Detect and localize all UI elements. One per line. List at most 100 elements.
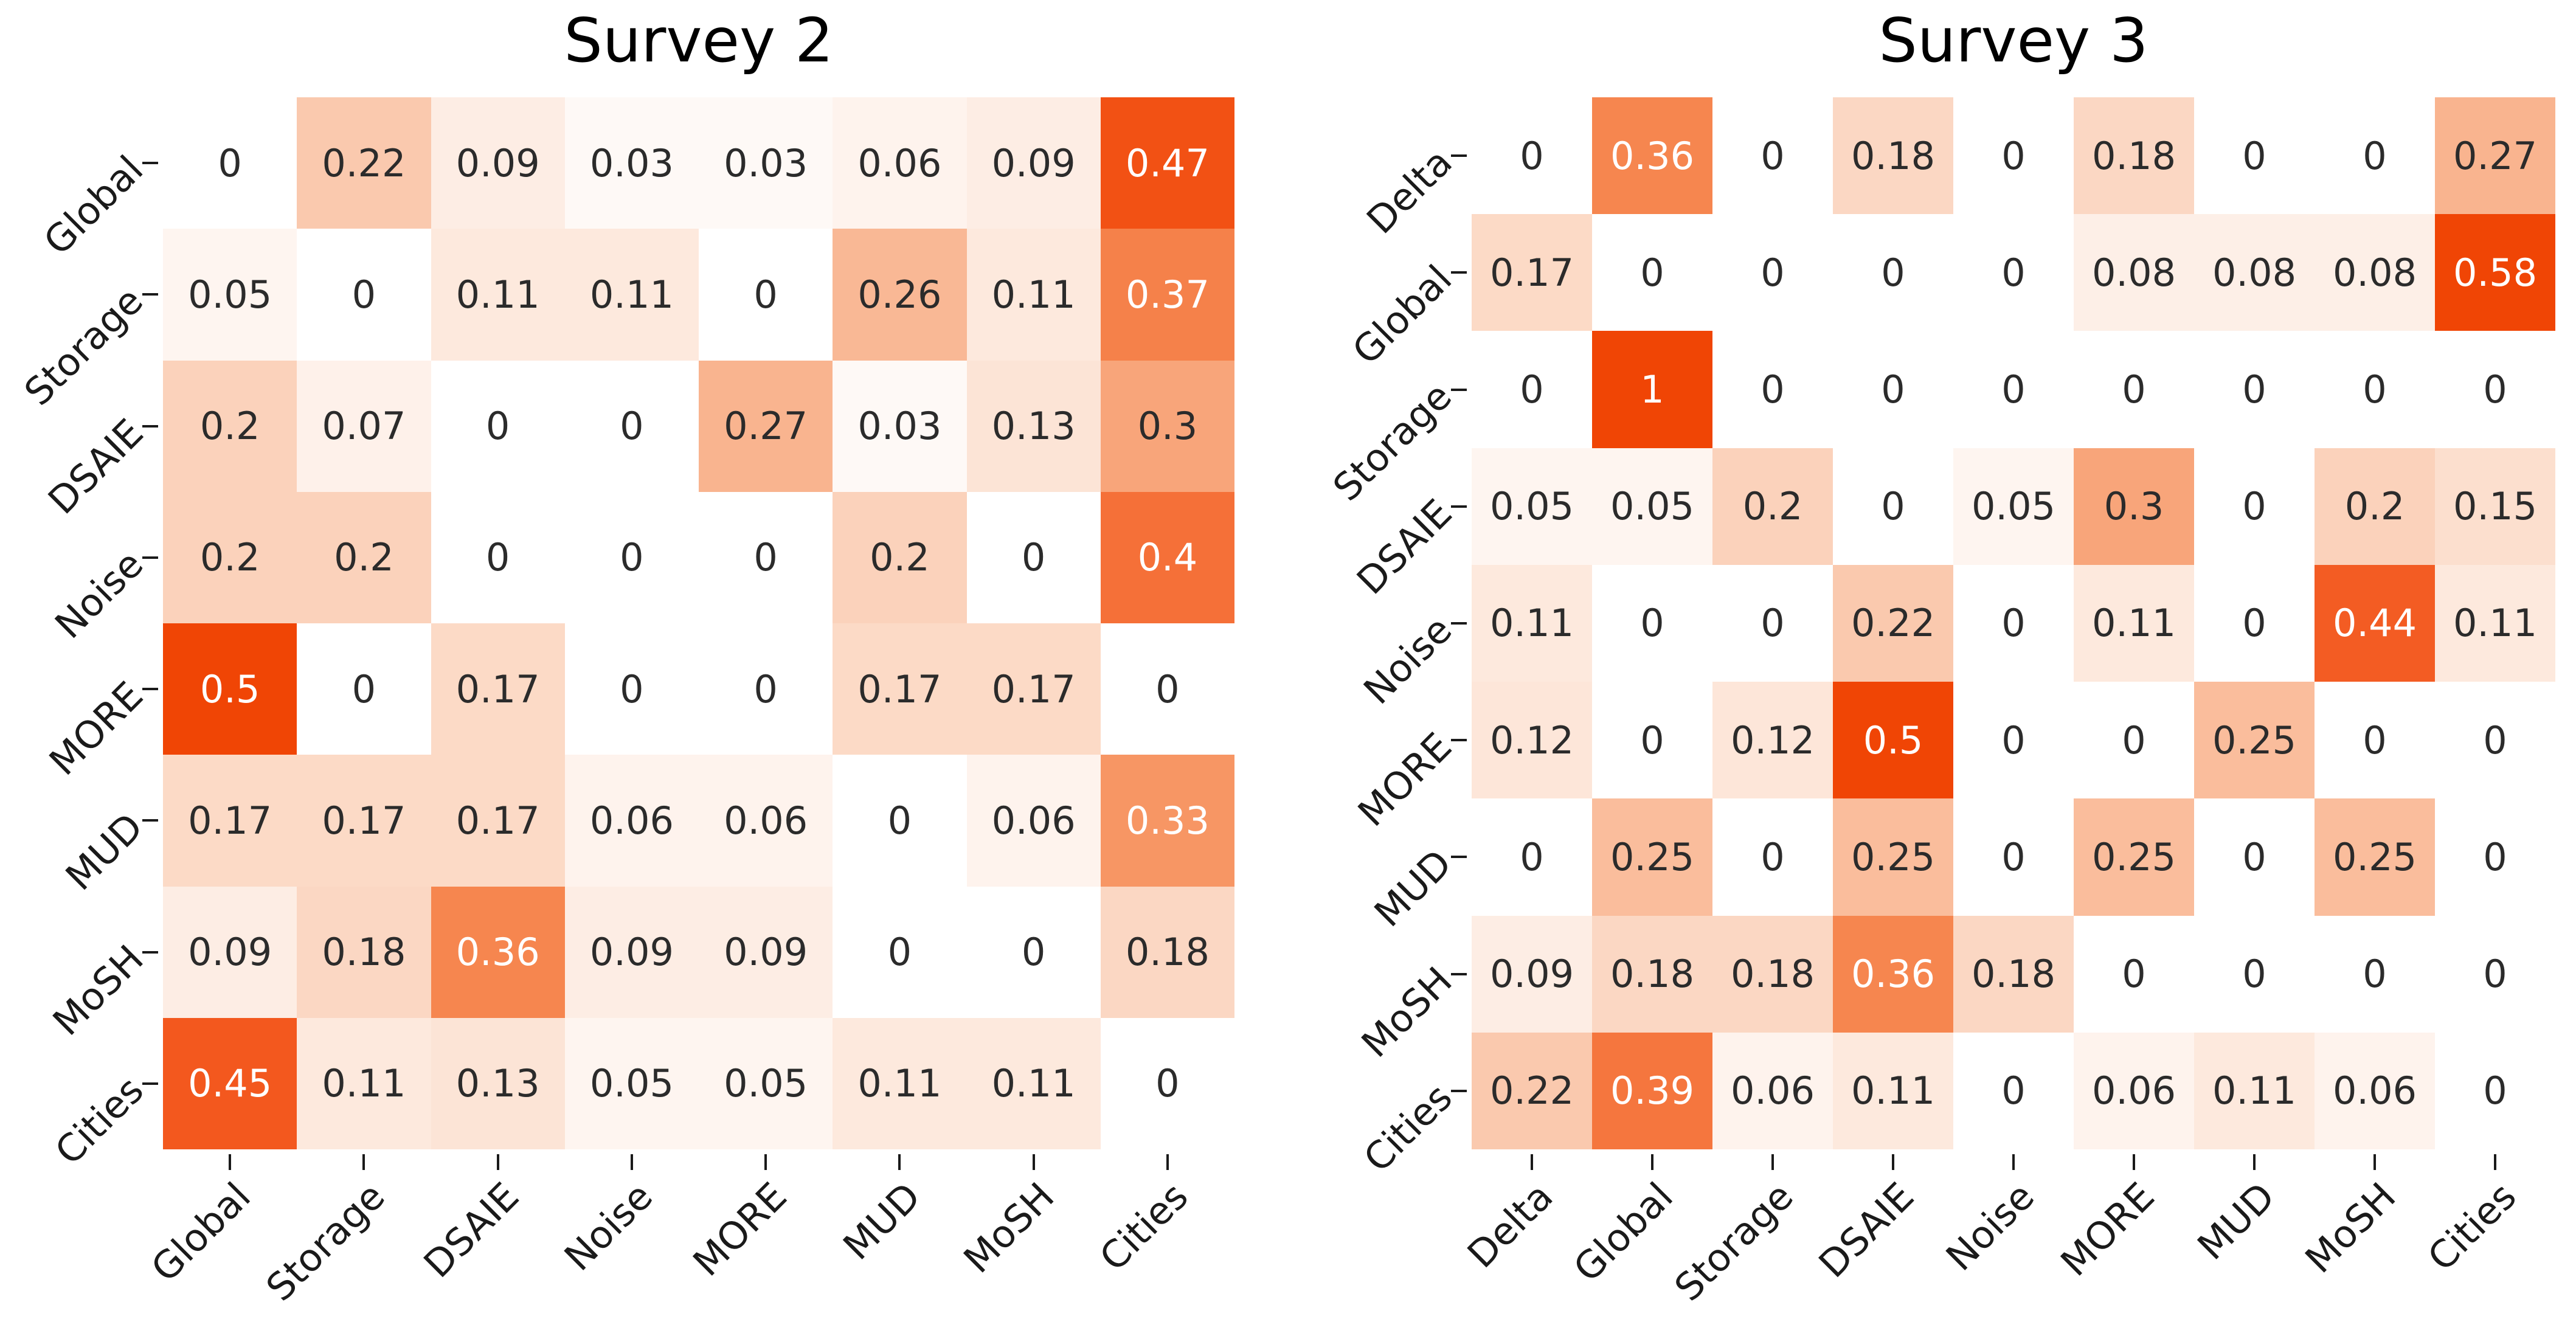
y-axis-label: MORE <box>1349 724 1461 836</box>
y-axis-label: MoSH <box>1352 958 1461 1066</box>
x-axis-label: Storage <box>257 1174 393 1310</box>
heatmap-cell: 0 <box>1712 564 1833 682</box>
heatmap-cell: 0.26 <box>833 229 967 361</box>
x-axis-label: MUD <box>834 1174 929 1269</box>
heatmap-cell: 0.47 <box>1100 97 1234 229</box>
y-tick <box>142 424 158 428</box>
heatmap-cell: 0 <box>2315 331 2435 448</box>
y-tick <box>142 950 158 954</box>
y-axis-label: Delta <box>1357 139 1461 243</box>
heatmap-cell: 0.25 <box>2315 798 2435 916</box>
x-tick <box>764 1154 767 1170</box>
heatmap-cell: 0 <box>1833 448 1953 565</box>
heatmap-cell: 0 <box>2194 97 2315 215</box>
x-tick <box>898 1154 901 1170</box>
heatmap-cell: 0 <box>1712 798 1833 916</box>
x-tick <box>1166 1154 1169 1170</box>
heatmap-cell: 0.3 <box>2074 448 2194 565</box>
heatmap-survey-2: 0 0.22 0.09 0.03 0.03 0.06 0.09 0.47 0.05 0 0.11 0.… <box>16 97 1234 1310</box>
heatmap-cell: 0.09 <box>966 97 1101 229</box>
y-tick <box>142 162 158 165</box>
heatmap-cell: 0.09 <box>1472 915 1592 1033</box>
heatmap-grid: 0 0.22 0.09 0.03 0.03 0.06 0.09 0.47 0.05 0 0.11 0.… <box>163 97 1234 1149</box>
y-axis-label: MORE <box>41 673 152 784</box>
y-tick <box>142 556 158 559</box>
heatmap-cell: 0.05 <box>564 1017 699 1149</box>
heatmap-cell: 0.25 <box>2074 798 2194 916</box>
y-tick <box>142 688 158 691</box>
x-axis-label: Global <box>142 1174 260 1290</box>
heatmap-cell: 0.18 <box>1953 915 2074 1033</box>
heatmap-cell: 0.12 <box>1472 682 1592 799</box>
y-tick <box>142 819 158 822</box>
heatmap-cell: 0 <box>1712 97 1833 215</box>
heatmap-cell: 0.18 <box>1100 886 1234 1018</box>
heatmap-cell: 0.17 <box>297 755 431 887</box>
heatmap-cell: 0 <box>163 97 297 229</box>
x-axis-label: MoSH <box>955 1174 1063 1282</box>
y-axis-label: MUD <box>1366 841 1461 936</box>
heatmap-cell: 0.5 <box>1833 682 1953 799</box>
heatmap-cell: 0 <box>1100 1017 1234 1149</box>
heatmap-cell: 0.06 <box>833 97 967 229</box>
y-axis-label: MoSH <box>44 936 152 1044</box>
heatmap-cell: 0 <box>431 491 565 623</box>
heatmap-cell: 0.25 <box>2194 682 2315 799</box>
y-axis-label: Cities <box>46 1067 152 1174</box>
heatmap-cell: 0.2 <box>297 491 431 623</box>
heatmap-cell: 0.15 <box>2435 448 2555 565</box>
heatmap-cell: 0 <box>1472 798 1592 916</box>
heatmap-cell: 0.13 <box>966 360 1101 492</box>
heatmap-cell: 0 <box>1712 214 1833 331</box>
heatmap-cell: 0.36 <box>1592 97 1712 215</box>
x-axis-label: MORE <box>684 1174 795 1285</box>
heatmap-cell: 0 <box>564 623 699 755</box>
heatmap-cell: 0 <box>833 886 967 1018</box>
heatmap-cell: 0.13 <box>431 1017 565 1149</box>
x-axis-label: DSAIE <box>415 1174 527 1287</box>
y-tick <box>1451 271 1467 274</box>
heatmap-cell: 0.03 <box>699 97 833 229</box>
heatmap-cell: 0.05 <box>699 1017 833 1149</box>
x-tick <box>1032 1154 1035 1170</box>
heatmap-cell: 0.09 <box>699 886 833 1018</box>
heatmap-cell: 0.03 <box>564 97 699 229</box>
y-tick <box>1451 622 1467 625</box>
heatmap-cell: 0.08 <box>2315 214 2435 331</box>
y-axis-label: Cities <box>1354 1075 1461 1181</box>
heatmap-cell: 0.05 <box>1592 448 1712 565</box>
heatmap-cell: 0.27 <box>2435 97 2555 215</box>
x-tick <box>1530 1154 1533 1170</box>
heatmap-cell: 0.11 <box>2194 1032 2315 1149</box>
y-axis-label: DSAIE <box>1348 490 1461 603</box>
heatmap-cell: 0.06 <box>966 755 1101 887</box>
heatmap-cell: 0.2 <box>1712 448 1833 565</box>
heatmap-cell: 0.18 <box>2074 97 2194 215</box>
x-axis-label: DSAIE <box>1810 1174 1923 1287</box>
heatmap-cell: 0.3 <box>1100 360 1234 492</box>
heatmap-cell: 0.09 <box>431 97 565 229</box>
heatmap-cell: 0.39 <box>1592 1032 1712 1149</box>
heatmap-cell: 0 <box>1953 798 2074 916</box>
heatmap-cell: 0.07 <box>297 360 431 492</box>
heatmap-cell: 0 <box>2074 682 2194 799</box>
heatmap-cell: 0.25 <box>1592 798 1712 916</box>
heatmap-cell: 0.11 <box>966 1017 1101 1149</box>
heatmap-cell: 0 <box>2435 915 2555 1033</box>
heatmap-cell: 0.06 <box>699 755 833 887</box>
heatmap-survey-3: 0 0.36 0 0.18 0 0.18 0 0 0.27 0.17 0 0 0 0 0.08 0.08 0.0… <box>1324 97 2555 1310</box>
heatmap-cell: 0.17 <box>966 623 1101 755</box>
heatmap-cell: 0 <box>1953 1032 2074 1149</box>
heatmap-cell: 0.06 <box>1712 1032 1833 1149</box>
heatmap-cell: 0 <box>2194 448 2315 565</box>
x-tick <box>630 1154 633 1170</box>
heatmap-cell: 0.11 <box>297 1017 431 1149</box>
y-tick <box>1451 505 1467 508</box>
heatmap-cell: 0.36 <box>1833 915 1953 1033</box>
x-tick <box>1771 1154 1774 1170</box>
y-axis-label: DSAIE <box>39 410 152 523</box>
y-axis-label: MUD <box>57 805 152 899</box>
heatmap-cell: 0 <box>2435 1032 2555 1149</box>
heatmap-cell: 0 <box>2435 331 2555 448</box>
heatmap-cell: 0.05 <box>1472 448 1592 565</box>
